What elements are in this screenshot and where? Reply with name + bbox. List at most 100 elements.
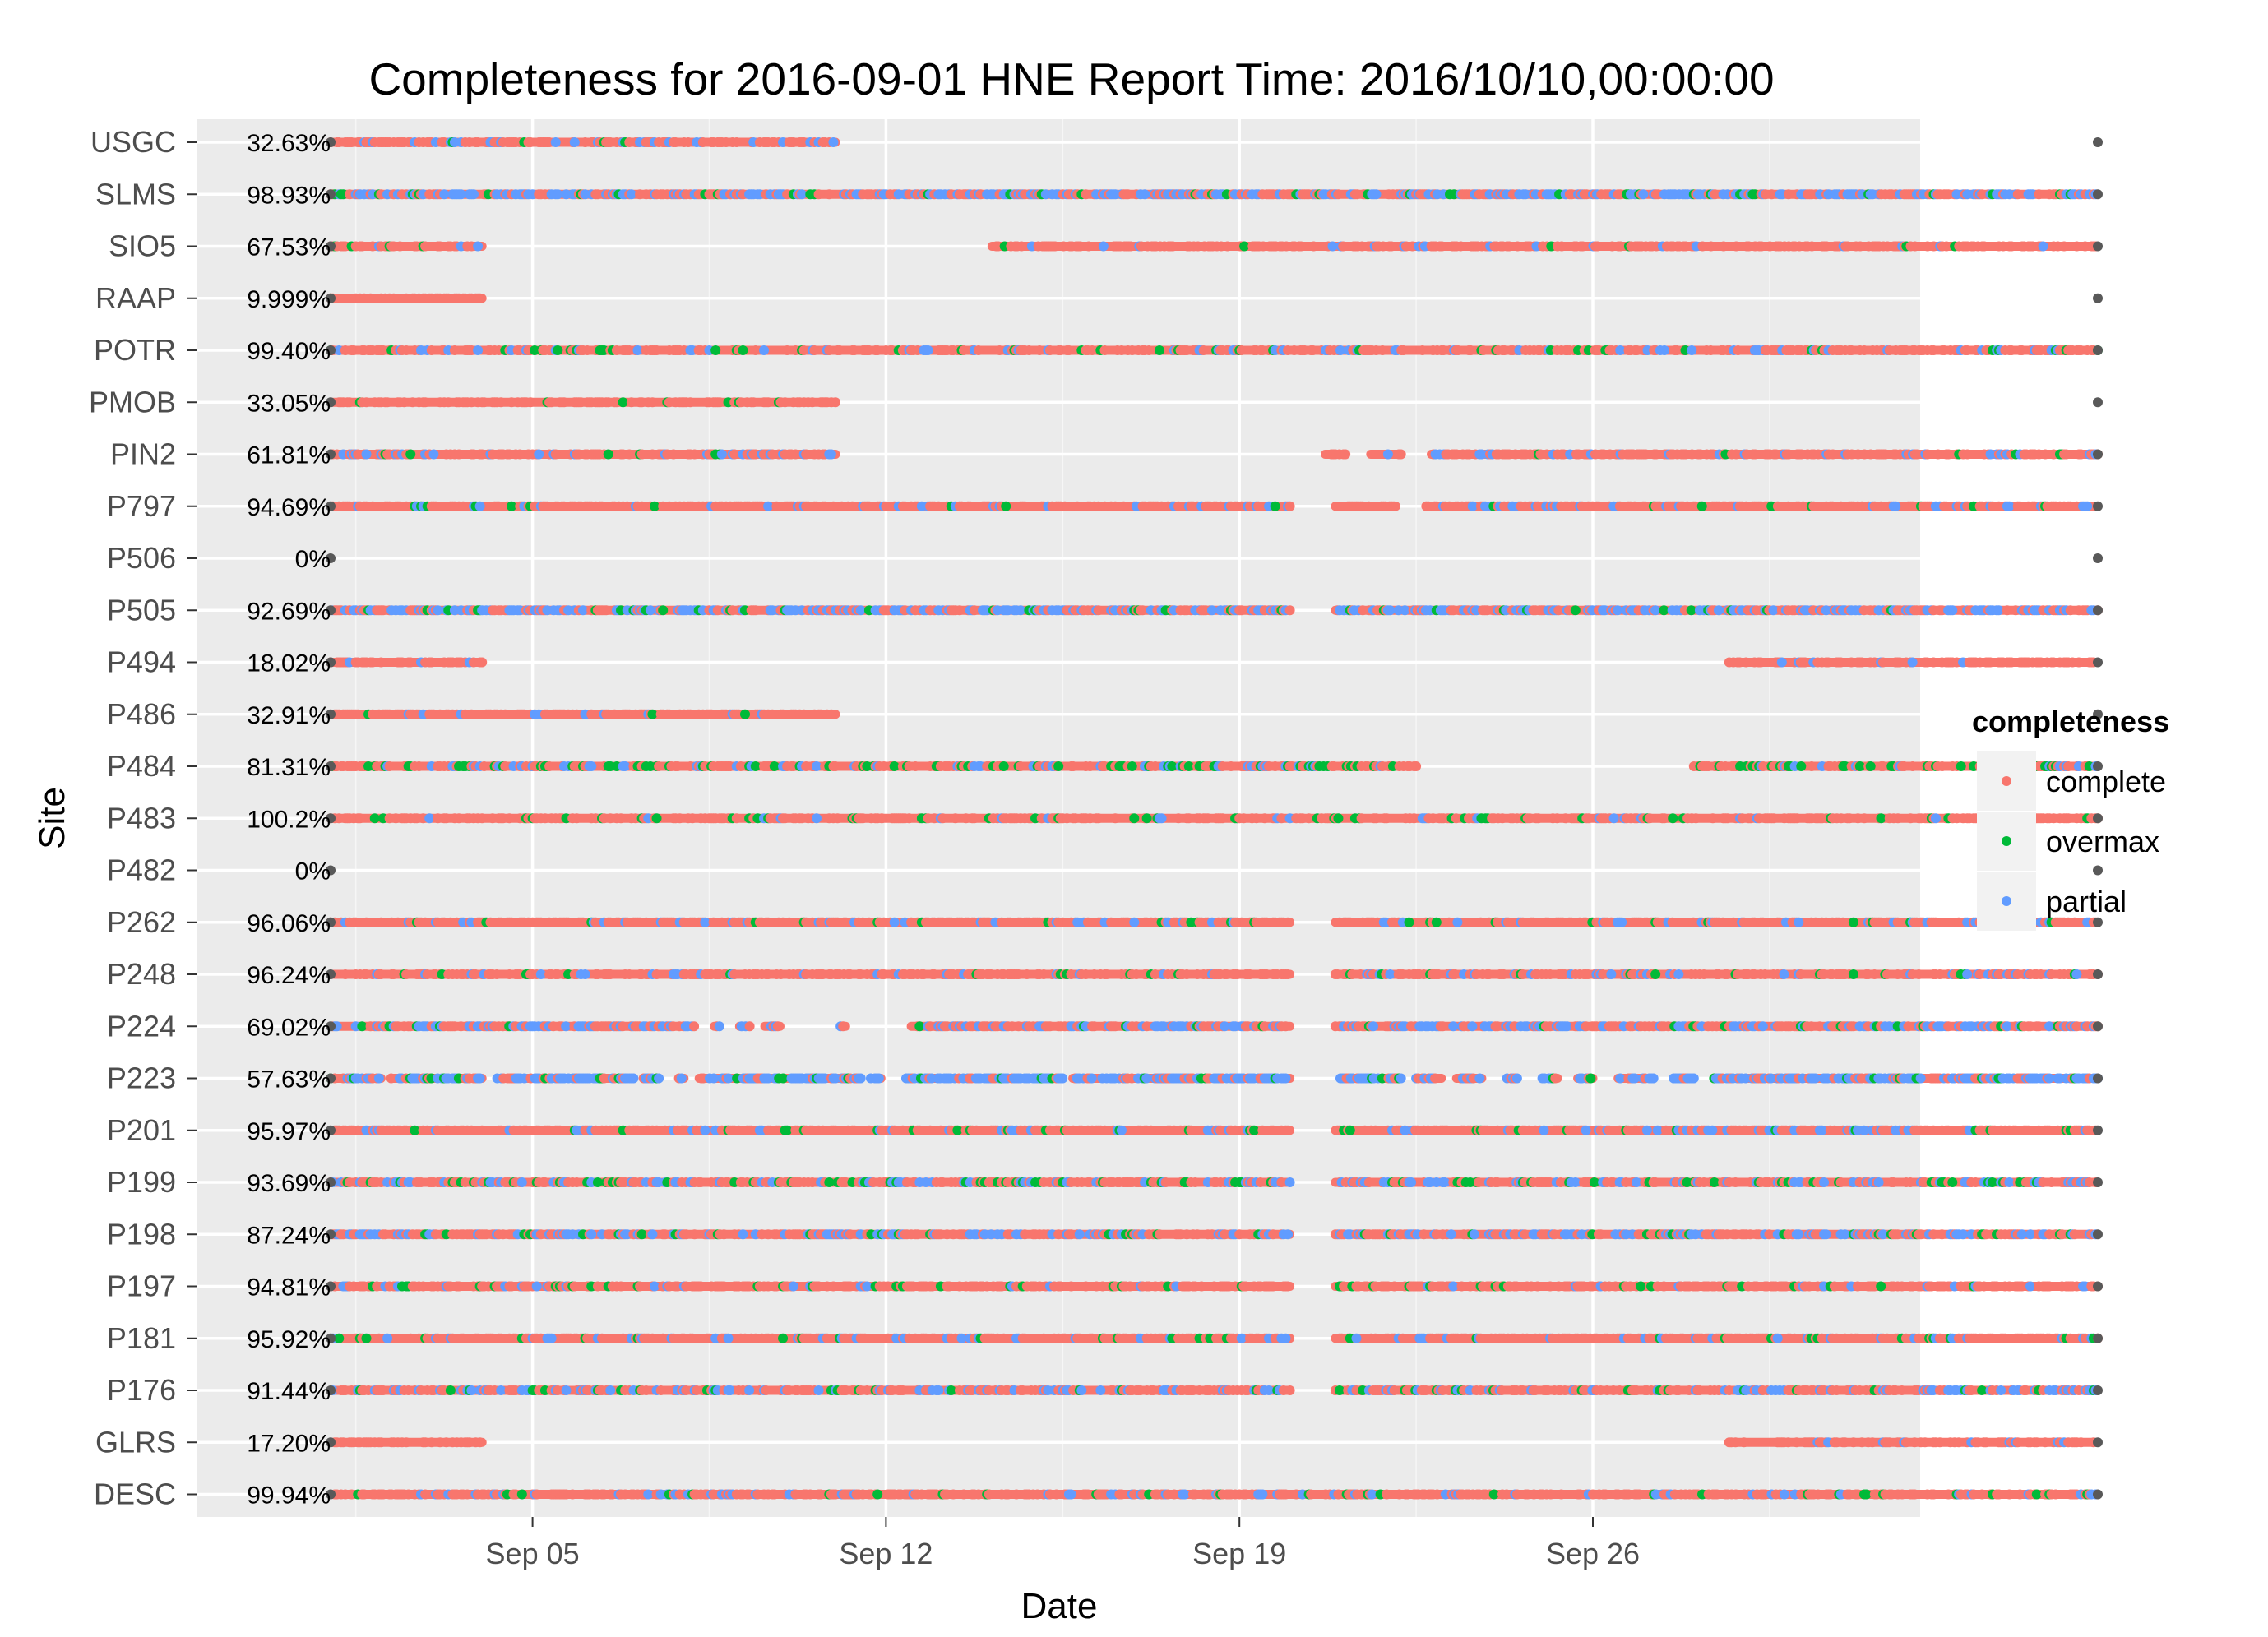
data-point-complete [1835, 501, 1846, 511]
data-point-end [2093, 241, 2103, 252]
data-point-complete [1517, 969, 1528, 979]
data-point-complete [1284, 501, 1295, 511]
data-point-complete [687, 813, 698, 824]
data-point-complete [847, 501, 858, 511]
data-point-complete [605, 969, 616, 979]
site-label: GLRS [95, 1425, 176, 1459]
site-label: SIO5 [109, 229, 176, 263]
data-point-partial [1713, 605, 1724, 616]
site-label: P176 [107, 1373, 176, 1407]
data-point-complete [1497, 813, 1507, 824]
data-point-complete [1085, 761, 1095, 771]
data-point-start [326, 449, 336, 460]
data-point-complete [376, 917, 386, 927]
data-point-overmax [507, 501, 517, 511]
data-point-overmax [357, 1021, 368, 1032]
data-point-complete [1396, 449, 1406, 460]
data-point-complete [368, 657, 378, 668]
data-point-partial [811, 761, 822, 771]
data-point-complete [1296, 241, 1307, 252]
data-point-complete [1411, 761, 1422, 771]
data-point-overmax [1183, 761, 1194, 771]
data-point-partial [1382, 449, 1393, 460]
data-point-complete [969, 813, 979, 824]
site-label: P197 [107, 1269, 176, 1303]
data-point-complete [1504, 241, 1515, 252]
data-point-complete [1772, 501, 1783, 511]
data-point-complete [572, 813, 582, 824]
data-point-complete [1308, 345, 1318, 355]
data-point-complete [1075, 241, 1085, 252]
data-point-partial [361, 449, 372, 460]
data-point-complete [910, 761, 921, 771]
data-point-overmax [658, 605, 669, 616]
data-point-end [2093, 501, 2103, 511]
data-point-overmax [1570, 605, 1581, 616]
data-point-partial [535, 969, 546, 979]
site-label: P494 [107, 645, 176, 679]
data-point-overmax [1001, 501, 1011, 511]
data-point-complete [365, 293, 376, 303]
data-point-complete [685, 709, 696, 719]
data-point-complete [2035, 969, 2046, 979]
data-point-complete [1922, 449, 1932, 460]
data-point-complete [1930, 917, 1941, 927]
data-point-complete [1583, 813, 1594, 824]
data-point-partial [620, 761, 631, 771]
data-point-complete [831, 761, 840, 771]
data-point-complete [1089, 1021, 1099, 1032]
site-series-sio5 [326, 241, 2103, 252]
data-point-complete [826, 709, 836, 719]
data-point-overmax [1127, 761, 1137, 771]
data-point-complete [2069, 917, 2080, 927]
data-point-overmax [1404, 917, 1414, 927]
data-point-complete [1855, 241, 1866, 252]
data-point-complete [479, 397, 489, 408]
data-point-complete [1710, 189, 1720, 200]
data-point-complete [1512, 241, 1523, 252]
data-point-complete [2015, 501, 2025, 511]
data-point-complete [1225, 761, 1236, 771]
data-point-complete [345, 397, 355, 408]
data-point-complete [1533, 813, 1544, 824]
data-point-complete [420, 917, 431, 927]
data-point-complete [384, 761, 395, 771]
data-point-complete [1122, 189, 1133, 200]
data-point-complete [1024, 345, 1034, 355]
data-point-partial [645, 605, 655, 616]
data-point-complete [572, 709, 582, 719]
site-label: P198 [107, 1217, 176, 1251]
data-point-overmax [1650, 969, 1661, 979]
data-point-partial [456, 189, 466, 200]
data-point-complete [1928, 345, 1939, 355]
data-point-complete [1741, 657, 1752, 668]
data-point-complete [1236, 345, 1247, 355]
data-point-complete [838, 1021, 849, 1032]
data-point-complete [1340, 449, 1351, 460]
site-label: USGC [90, 125, 176, 159]
site-label: P224 [107, 1009, 176, 1043]
data-point-complete [1545, 969, 1556, 979]
data-point-complete [550, 449, 561, 460]
data-point-complete [1799, 657, 1810, 668]
data-point-complete [597, 501, 608, 511]
data-point-complete [507, 917, 517, 927]
data-point-partial [1650, 605, 1661, 616]
data-point-complete [1398, 345, 1409, 355]
data-point-complete [426, 657, 437, 668]
data-point-complete [778, 709, 789, 719]
data-point-complete [1453, 345, 1464, 355]
data-point-partial [534, 449, 544, 460]
data-point-complete [1093, 813, 1104, 824]
data-point-partial [433, 605, 443, 616]
data-point-complete [357, 241, 368, 252]
data-point-complete [937, 813, 948, 824]
data-point-complete [828, 501, 839, 511]
data-point-complete [1259, 813, 1270, 824]
data-point-complete [1914, 969, 1924, 979]
data-point-complete [1941, 241, 1951, 252]
data-point-complete [1731, 241, 1742, 252]
site-series-p797 [326, 501, 2103, 511]
data-point-complete [1217, 761, 1228, 771]
data-point-overmax [1668, 813, 1678, 824]
